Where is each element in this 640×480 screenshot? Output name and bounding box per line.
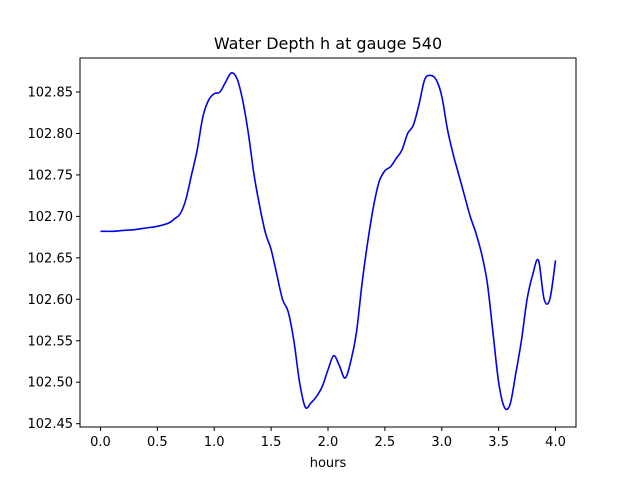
y-tick-label: 102.45 bbox=[28, 417, 74, 432]
series-layer bbox=[100, 72, 557, 411]
y-axis: 102.45 102.50 102.55 102.60 102.65 102.70 102.… bbox=[28, 85, 80, 432]
x-tick-label: 3.0 bbox=[431, 435, 452, 450]
y-tick-label: 102.80 bbox=[28, 127, 74, 142]
y-tick-label: 102.60 bbox=[28, 293, 74, 308]
x-axis-label: hours bbox=[310, 456, 347, 471]
x-tick-label: 2.0 bbox=[318, 435, 339, 450]
x-tick-label: 0.0 bbox=[90, 435, 111, 450]
y-tick-label: 102.55 bbox=[28, 334, 74, 349]
y-tick-label: 102.70 bbox=[28, 210, 74, 225]
x-tick-label: 3.5 bbox=[488, 435, 509, 450]
y-tick-label: 102.75 bbox=[28, 168, 74, 183]
y-tick-label: 102.65 bbox=[28, 251, 74, 266]
x-tick-label: 1.0 bbox=[204, 435, 225, 450]
series-line-0 bbox=[100, 72, 557, 411]
x-tick-label: 1.5 bbox=[261, 435, 282, 450]
x-tick-label: 2.5 bbox=[375, 435, 396, 450]
x-tick-label: 0.5 bbox=[147, 435, 168, 450]
y-tick-label: 102.50 bbox=[28, 376, 74, 391]
y-tick-label: 102.85 bbox=[28, 85, 74, 100]
chart-title: Water Depth h at gauge 540 bbox=[214, 34, 442, 53]
x-tick-label: 4.0 bbox=[545, 435, 566, 450]
x-axis: 0.0 0.5 1.0 1.5 2.0 2.5 3.0 3.5 4.0 bbox=[90, 427, 566, 450]
